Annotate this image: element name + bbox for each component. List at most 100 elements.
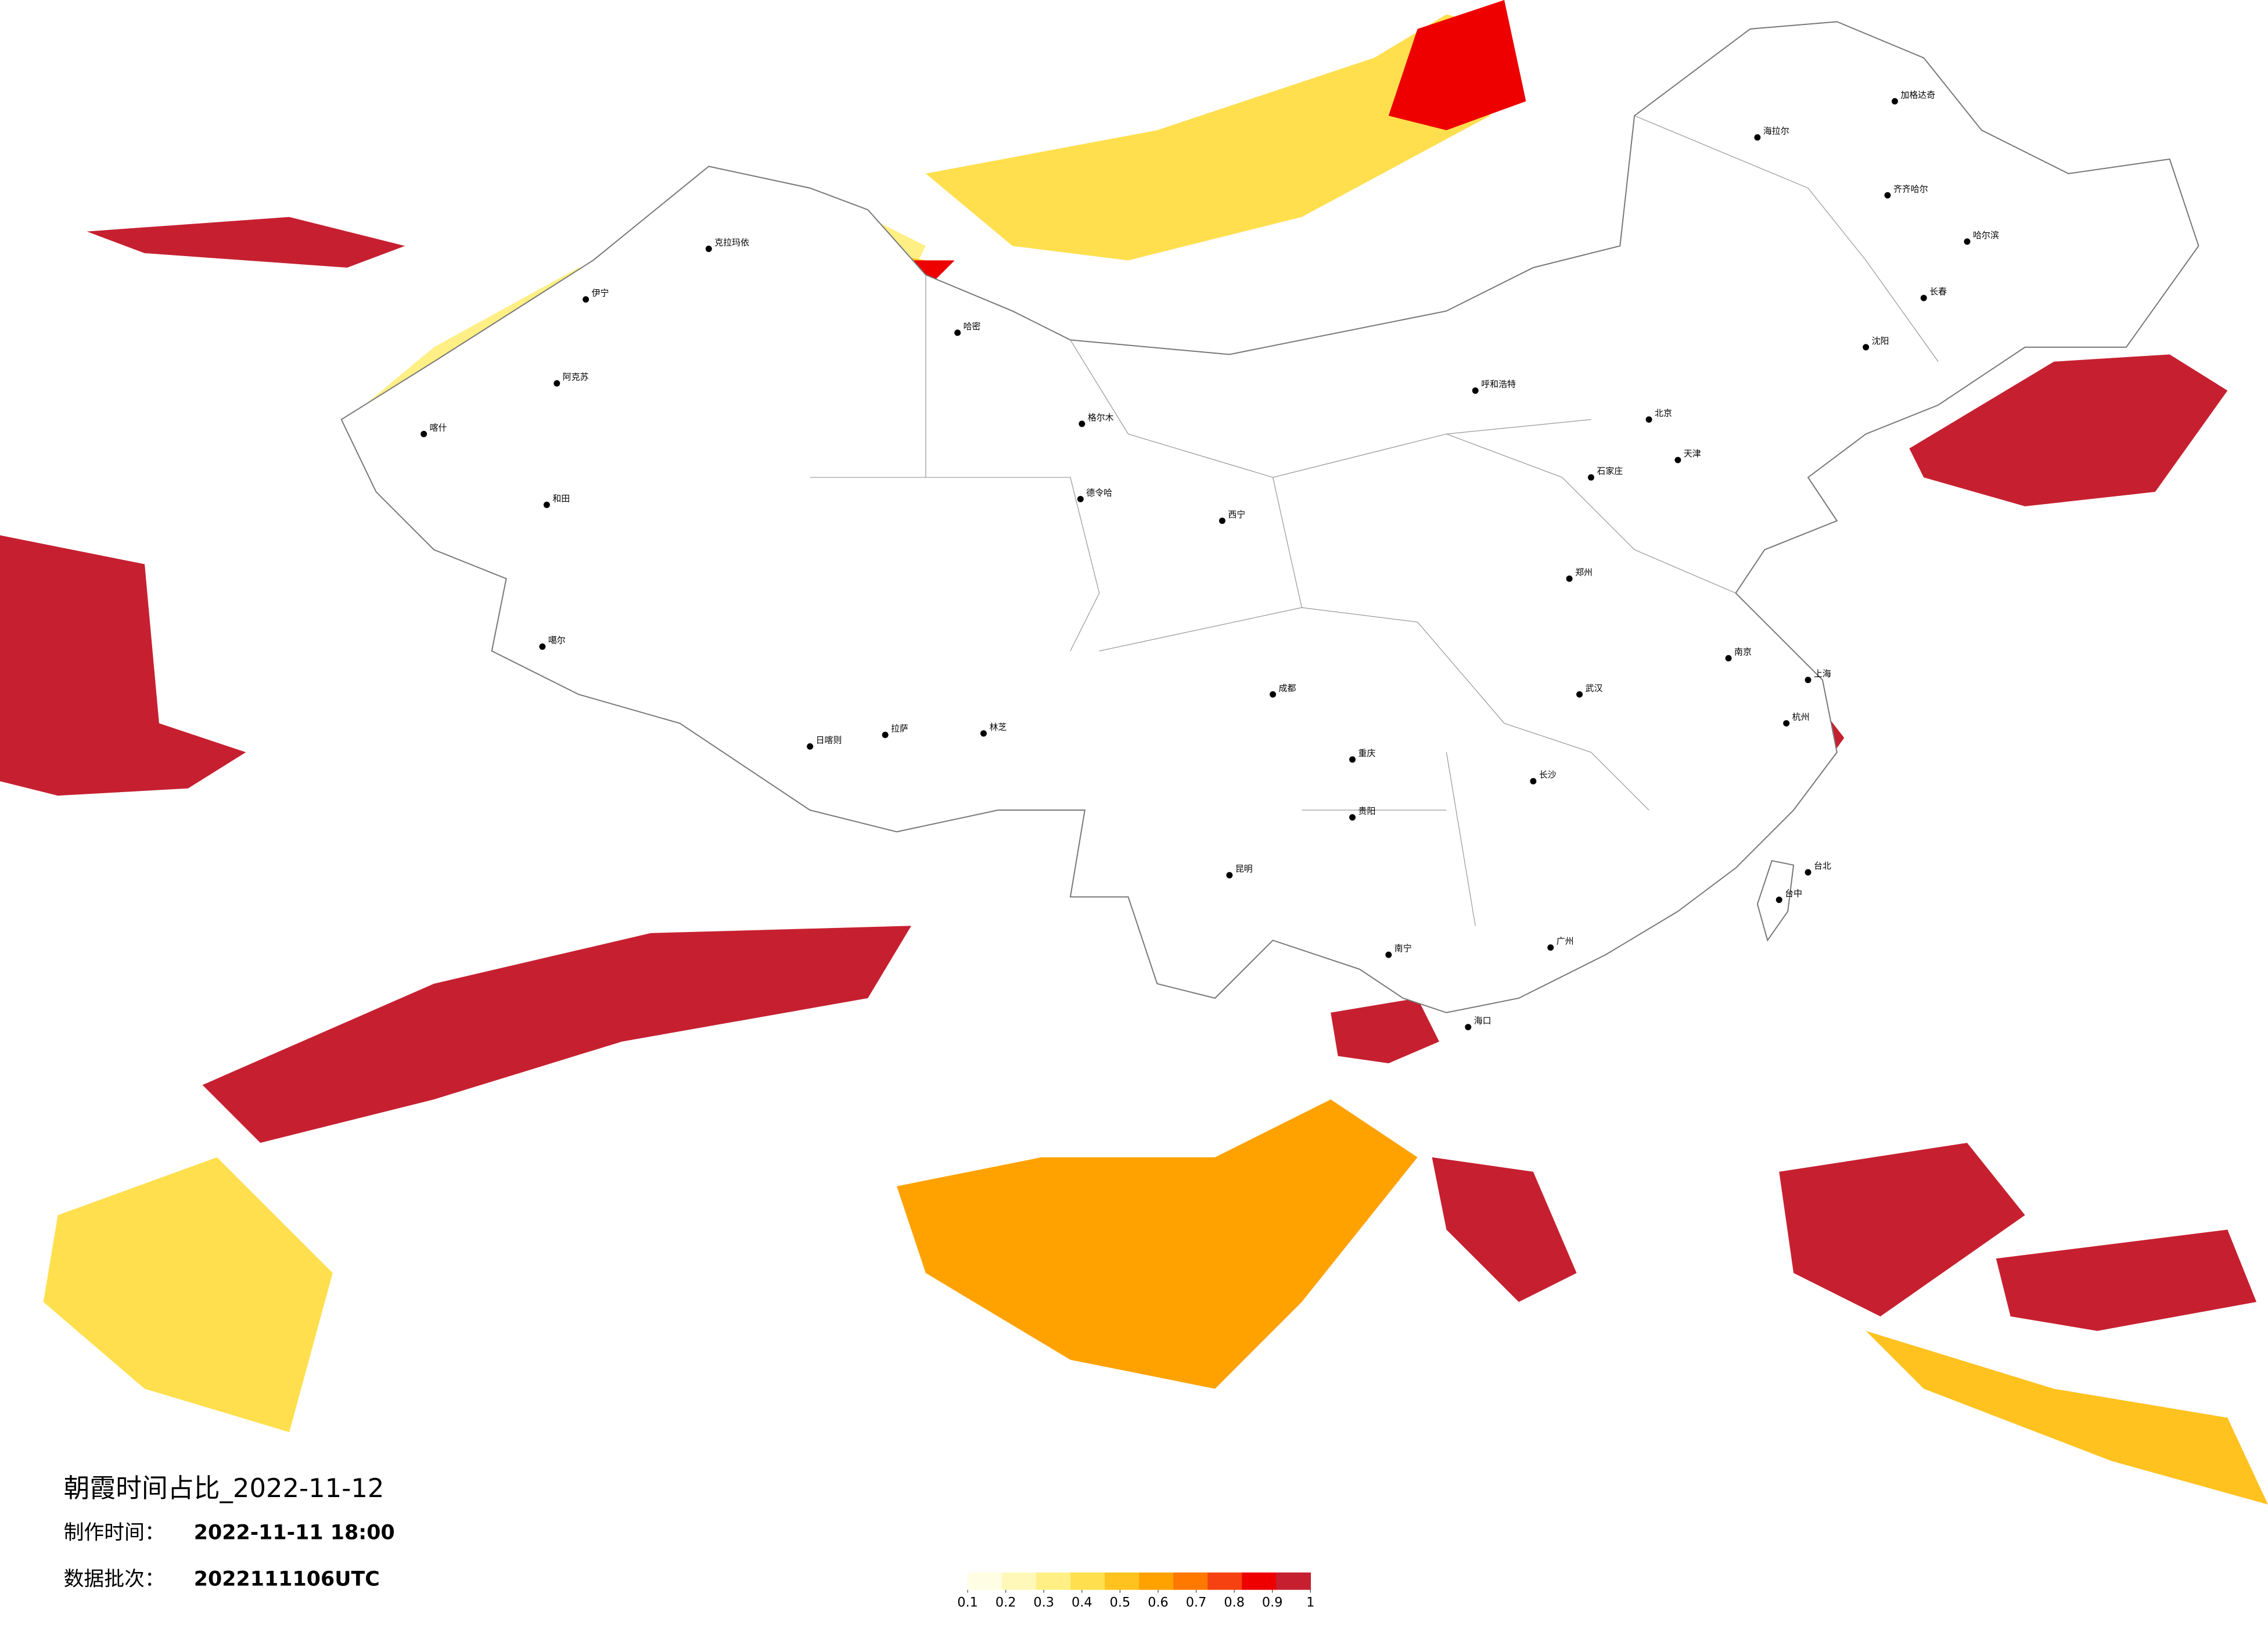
- city-dot: [1863, 344, 1870, 351]
- colorbar-swatch: [1207, 1572, 1243, 1590]
- city-dot: [1226, 872, 1233, 879]
- city-dot: [420, 430, 427, 437]
- city-dot: [1891, 98, 1898, 105]
- colorbar-swatch: [1036, 1572, 1071, 1590]
- colorbar-tick-label: 0.3: [1033, 1595, 1054, 1610]
- city-dot: [1219, 517, 1225, 524]
- city-dot: [543, 501, 550, 508]
- city-label: 南京: [1734, 646, 1752, 657]
- city-dot: [1349, 756, 1356, 763]
- colorbar-swatch: [1276, 1572, 1311, 1590]
- province-borders: [810, 115, 1939, 926]
- city-dot: [1884, 192, 1891, 199]
- city-dot: [954, 329, 961, 336]
- batch-label: 数据批次：: [64, 1567, 165, 1591]
- city-dot: [1530, 778, 1537, 785]
- colorbar-tick-label: 0.6: [1148, 1595, 1169, 1610]
- hazard-area: [1388, 0, 1526, 131]
- city-dot: [1566, 575, 1573, 582]
- hazard-area: [0, 535, 246, 796]
- colorbar-tick-label: 0.8: [1224, 1595, 1245, 1610]
- hazard-area: [1909, 354, 2228, 506]
- city-label: 石家庄: [1597, 466, 1623, 476]
- city-label: 哈尔滨: [1973, 230, 1999, 240]
- city-label: 格尔木: [1088, 412, 1114, 423]
- city-dot: [1725, 654, 1732, 661]
- city-label: 长沙: [1539, 769, 1557, 780]
- city-dot: [1576, 691, 1583, 698]
- city-label: 喀什: [430, 422, 447, 433]
- city-dot: [980, 730, 987, 737]
- city-label: 台北: [1814, 861, 1831, 871]
- city-label: 台中: [1785, 888, 1802, 899]
- city-label: 齐齐哈尔: [1893, 184, 1928, 194]
- colorbar-tick-label: 0.5: [1110, 1595, 1131, 1610]
- colorbar-tick-label: 0.2: [995, 1595, 1016, 1610]
- china-outline: [340, 21, 2199, 1013]
- hazard-area: [43, 1157, 333, 1433]
- hazard-area: [1331, 998, 1439, 1063]
- city-label: 克拉玛依: [714, 238, 749, 248]
- city-label: 海口: [1474, 1016, 1491, 1026]
- city-label: 昆明: [1235, 864, 1253, 874]
- hazard-area: [202, 926, 911, 1143]
- colorbar-tick-label: 0.9: [1262, 1595, 1283, 1610]
- city-dot: [882, 732, 889, 738]
- city-label: 海拉尔: [1763, 126, 1789, 136]
- city-label: 长春: [1929, 286, 1947, 297]
- city-label: 沈阳: [1872, 336, 1889, 346]
- colorbar-tick-label: 0.7: [1186, 1595, 1207, 1610]
- hazard-area: [1779, 1142, 2025, 1316]
- colorbar-swatch: [968, 1572, 1002, 1590]
- city-dot: [1465, 1024, 1472, 1031]
- colorbar-swatch: [1105, 1572, 1140, 1590]
- batch: 2022111106UTC: [194, 1567, 380, 1591]
- city-label: 郑州: [1575, 567, 1593, 577]
- city-label: 加格达奇: [1900, 89, 1935, 100]
- city-dot: [1077, 495, 1084, 502]
- city-dot: [1472, 387, 1479, 394]
- city-label: 天津: [1684, 448, 1701, 459]
- city-label: 杭州: [1792, 712, 1810, 722]
- city-dot: [583, 296, 590, 303]
- city-dot: [1645, 416, 1652, 423]
- city-label: 噶尔: [548, 635, 566, 646]
- hazard-area: [1996, 1229, 2257, 1331]
- hazard-area: [1866, 1330, 2268, 1505]
- city-dot: [539, 643, 546, 650]
- city-dot: [1547, 944, 1554, 951]
- city-dot: [1775, 896, 1782, 903]
- city-label: 拉萨: [891, 724, 908, 734]
- colorbar-tick-label: 0.1: [957, 1595, 978, 1610]
- city-label: 成都: [1279, 683, 1296, 693]
- city-label: 德令哈: [1086, 487, 1112, 498]
- hazard-area: [925, 14, 1505, 261]
- city-label: 北京: [1655, 408, 1672, 418]
- hazard-area: [1432, 1157, 1577, 1302]
- taiwan: [1756, 860, 1795, 942]
- colorbar-swatch: [1002, 1572, 1037, 1590]
- city-dot: [1964, 238, 1971, 245]
- city-dot: [1587, 474, 1594, 481]
- city-dot: [1920, 294, 1927, 301]
- city-dot: [705, 245, 712, 252]
- colorbar-tick-label: 0.4: [1072, 1595, 1092, 1610]
- colorbar-swatch: [1139, 1572, 1174, 1590]
- hazard-area: [87, 217, 405, 268]
- city-dot: [553, 380, 560, 387]
- colorbar-swatch: [1242, 1572, 1277, 1590]
- colorbar-swatch: [1070, 1572, 1105, 1590]
- title: 朝霞时间占比_2022-11-12: [64, 1473, 384, 1503]
- production-label: 制作时间：: [64, 1521, 165, 1545]
- hazard-area: [897, 1099, 1418, 1389]
- city-label: 武汉: [1586, 683, 1603, 693]
- city-label: 南宁: [1394, 943, 1412, 954]
- city-label: 西宁: [1228, 509, 1245, 520]
- city-dot: [1805, 869, 1811, 876]
- city-dot: [1349, 814, 1356, 821]
- city-label: 哈密: [964, 321, 981, 332]
- city-label: 日喀则: [816, 735, 842, 745]
